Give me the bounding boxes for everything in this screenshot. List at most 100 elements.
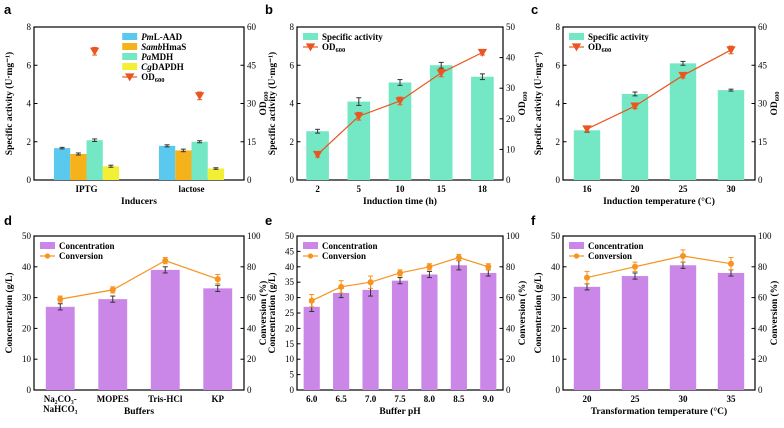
y2-tick-label: 40: [758, 323, 768, 333]
bar-pml-aad: [158, 145, 176, 180]
legend-text-main: OD: [322, 42, 336, 52]
od-marker: [89, 47, 100, 56]
bar-sambhmas: [70, 153, 87, 180]
y2-tick-label: 15: [758, 137, 768, 147]
bar-specific-activity: [717, 90, 745, 180]
y-tick-label: 2: [290, 137, 295, 147]
bar-pamdh: [191, 141, 208, 180]
bar-concentration: [669, 265, 697, 390]
y2-axis-label-text: OD: [518, 101, 528, 115]
y2-tick-label: 50: [506, 22, 516, 32]
line-marker: [57, 296, 64, 303]
x-tick-label: NaHCO₃: [43, 404, 78, 414]
y2-tick-label: 30: [506, 83, 516, 93]
y2-tick-label: 15: [247, 137, 257, 147]
bar-concentration: [450, 265, 467, 390]
legend-text-italic: Samb: [141, 42, 163, 52]
legend-text-rest: HmaS: [162, 42, 186, 52]
panel-c: c 0 2 4 6 8 0 15 30 45 60 Specific activity (U·mg⁻¹…: [531, 2, 781, 207]
line-marker: [630, 102, 640, 111]
y-tick-label: 6: [556, 60, 561, 70]
legend-marker: [573, 253, 580, 259]
x-tick-label: IPTG: [75, 184, 97, 194]
y2-tick-label: 80: [758, 262, 768, 272]
line-marker: [582, 125, 592, 134]
bar-specific-activity: [388, 82, 412, 180]
y-tick-label: 6: [27, 60, 32, 70]
x-axis-label: Inducers: [121, 197, 157, 207]
legend-text: Conversion: [322, 251, 366, 261]
legend-swatch: [40, 242, 55, 249]
line-marker: [109, 286, 116, 293]
y-tick-label: 10: [551, 354, 561, 364]
panel-e: e 0 5 10 15 20 25 30 35 40 45 50 0 20 40 60 80 100 Concent…: [265, 213, 528, 417]
legend-text: Specific activity: [588, 32, 649, 42]
line-marker: [308, 297, 315, 304]
y2-tick-label: 0: [247, 175, 252, 185]
x-tick-label: 18: [478, 184, 488, 194]
legend-text: OD600: [141, 72, 164, 84]
legend-text-sub: 600: [336, 47, 346, 54]
legend-text: Concentration: [322, 241, 378, 251]
legend-swatch: [122, 53, 138, 60]
x-axis-label: Transformation temperature (°C): [591, 406, 727, 417]
legend-marker: [571, 43, 582, 52]
bar-concentration: [421, 274, 438, 390]
panel-d: d 0 10 20 30 40 50 0 20 40 60 80 100 Concentration (g…: [4, 213, 269, 417]
bar-specific-activity: [669, 63, 697, 180]
x-tick-label: 7.5: [394, 394, 406, 404]
plot-frame: [33, 235, 245, 391]
legend-swatch: [303, 33, 318, 40]
legend-text: OD600: [322, 42, 345, 54]
line-series: [60, 259, 218, 300]
y-tick-label: 40: [285, 262, 295, 272]
line-marker: [678, 71, 688, 80]
bar-concentration: [717, 272, 745, 390]
y-tick-label: 50: [551, 231, 561, 241]
legend-text: CgDAPDH: [141, 62, 184, 72]
legend-text-sub: 600: [602, 47, 612, 54]
y2-tick-label: 40: [506, 53, 516, 63]
y-tick-label: 45: [285, 246, 295, 256]
legend-text-rest: DAPDH: [152, 62, 184, 72]
line-marker: [214, 276, 221, 283]
panel-f: f 0 10 20 30 40 50 0 20 40 60 80 100 Concentration (g…: [531, 213, 780, 417]
x-tick-label: 10: [396, 184, 406, 194]
panel-a: a 0 2 4 6 8 0 15 30 45 60 Specific activity (U·mg⁻¹…: [4, 2, 270, 207]
panel-b: b 0 2 4 6 8 0 10 20 30 40 50 Specific activity (U·mg…: [265, 2, 529, 207]
line-marker: [162, 257, 169, 264]
x-tick-label: 20: [583, 394, 593, 404]
y2-tick-label: 45: [758, 60, 768, 70]
y2-tick-label: 45: [247, 60, 257, 70]
y-tick-label: 8: [290, 22, 295, 32]
y2-tick-label: 80: [506, 262, 516, 272]
x-tick-label: 7.0: [365, 394, 377, 404]
legend-text: PaMDH: [141, 52, 173, 62]
bar-sambhmas: [175, 150, 192, 180]
y2-tick-label: 60: [758, 22, 768, 32]
y-tick-label: 0: [556, 175, 561, 185]
x-tick-label: 16: [583, 184, 593, 194]
x-tick-label: Tris-HCl: [148, 394, 183, 404]
line-marker: [485, 263, 492, 270]
bar-concentration: [480, 272, 497, 390]
x-tick-label: Na₂CO₃-: [44, 394, 77, 404]
y2-axis-label-text: OD: [770, 101, 780, 115]
bar-concentration: [621, 276, 649, 390]
panel-label: a: [4, 2, 12, 17]
legend-text-rest: MDH: [151, 52, 173, 62]
y-tick-label: 0: [556, 385, 561, 395]
bar-cgdapdh: [207, 168, 225, 180]
x-axis-label: Buffers: [124, 407, 154, 417]
bar-specific-activity: [429, 65, 453, 180]
y2-tick-label: 30: [247, 99, 257, 109]
line-marker: [397, 269, 403, 276]
y-tick-label: 2: [556, 137, 561, 147]
bar-concentration: [150, 269, 180, 390]
x-tick-label: 2: [315, 184, 320, 194]
line-series: [586, 49, 732, 130]
x-tick-label: 30: [727, 184, 737, 194]
y2-axis-label: Conversion (%): [517, 281, 528, 346]
y2-axis-label-sub: 600: [263, 92, 270, 102]
y-tick-label: 30: [285, 293, 295, 303]
